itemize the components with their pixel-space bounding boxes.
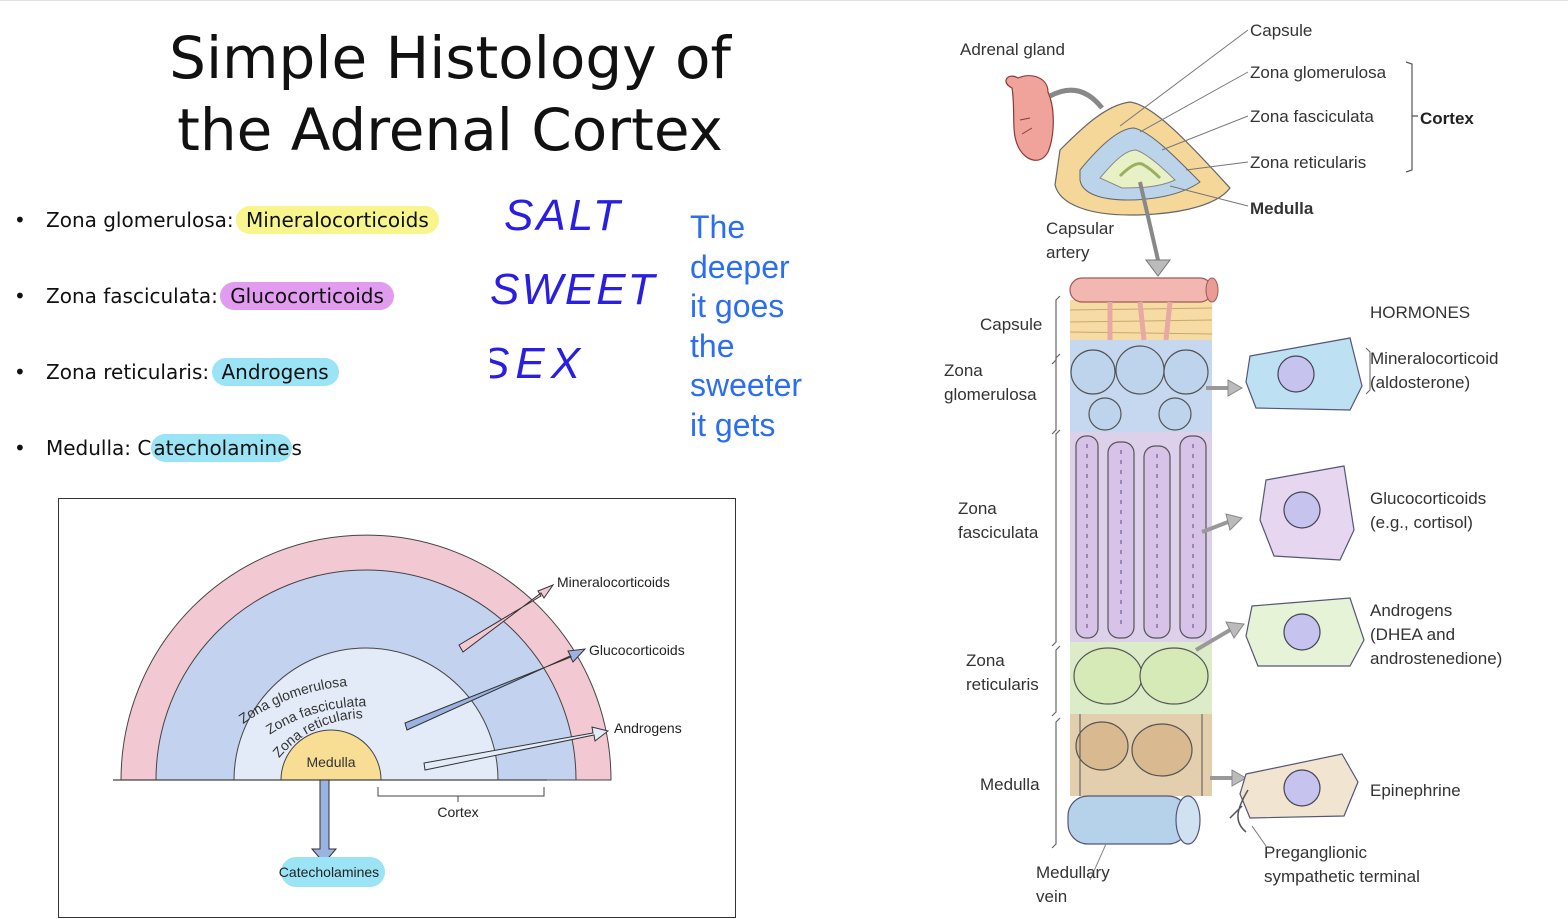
bullet-suffix: s — [291, 436, 302, 460]
label-capsule-left: Capsule — [980, 315, 1042, 334]
label-adrenal-gland: Adrenal gland — [960, 40, 1065, 59]
adrenal-zone-diagram: Zona glomerulosa Zona fasciculata Zona r… — [58, 498, 736, 918]
note-line: the — [690, 327, 735, 364]
label-zona-reticularis-top: Zona reticularis — [1250, 153, 1366, 172]
bullet-zone-label: Zona reticularis: — [46, 360, 216, 384]
bullet-hormone-highlight: Mineralocorticoids — [235, 206, 439, 234]
label-medulla-top: Medulla — [1250, 199, 1314, 218]
bullet-zone-label: Zona fasciculata: — [46, 284, 225, 308]
note-line: it gets — [690, 406, 776, 443]
arrow-androgens — [423, 726, 610, 771]
capsular-artery — [1069, 277, 1213, 303]
title-line-1: Simple Histology of — [169, 24, 731, 92]
label-epinephrine: Epinephrine — [1370, 781, 1461, 800]
label-dhea: (DHEA and — [1370, 625, 1455, 644]
arrow-glucocorticoids — [404, 648, 587, 731]
bullet-zone-label: Zona glomerulosa: — [46, 208, 240, 232]
medullary-vein — [1067, 795, 1189, 845]
label-mineralocorticoids: Mineralocorticoids — [557, 574, 670, 590]
label-androstenedione: androstenedione) — [1370, 649, 1502, 668]
label-zona-left-1: Zona — [944, 361, 983, 380]
handwritten-sweet: SWEET — [490, 265, 658, 314]
label-glomerulosa-left: glomerulosa — [944, 385, 1037, 404]
label-sympathetic-terminal: sympathetic terminal — [1264, 867, 1420, 886]
label-medulla: Medulla — [306, 754, 355, 770]
adrenal-histology-figure: Adrenal gland Capsule Zona glomerulosa Z… — [930, 10, 1560, 906]
deeper-sweeter-note: The deeper it goes the sweeter it gets — [690, 208, 802, 445]
handwritten-sex: SEX — [490, 339, 586, 388]
arrow-catecholamines — [310, 779, 338, 864]
bullet-hormone-highlight: atecholamine — [151, 434, 292, 462]
label-androgens: Androgens — [614, 720, 682, 736]
bullet-hormone-highlight: Glucocorticoids — [220, 282, 394, 310]
label-fasciculata-left: fasciculata — [958, 523, 1039, 542]
label-zona-fasciculata-top: Zona fasciculata — [1250, 107, 1374, 126]
label-capsular-artery-2: artery — [1046, 243, 1090, 262]
label-cortex: Cortex — [437, 804, 478, 820]
label-medulla-left: Medulla — [980, 775, 1040, 794]
label-medullary-vein-1: Medullary — [1036, 863, 1110, 882]
label-aldosterone: (aldosterone) — [1370, 373, 1470, 392]
bullet-zone-label: Medulla: C — [46, 436, 152, 460]
bullet-dot: • — [14, 284, 26, 308]
cortex-bracket — [377, 787, 545, 797]
label-preganglionic: Preganglionic — [1264, 843, 1368, 862]
handwritten-salt: SALT — [504, 191, 623, 240]
label-androgens-cell: Androgens — [1370, 601, 1452, 620]
slide-title: Simple Histology of the Adrenal Cortex — [150, 22, 750, 166]
gland-arrow — [1048, 87, 1104, 110]
title-line-2: the Adrenal Cortex — [177, 96, 723, 164]
label-capsular-artery-1: Capsular — [1046, 219, 1114, 238]
bullet-hormone-highlight: Androgens — [211, 358, 339, 386]
bullet-dot: • — [14, 208, 26, 232]
catecholamines-highlight — [281, 857, 385, 887]
note-line: it goes — [690, 288, 785, 324]
label-glucocorticoids: Glucocorticoids — [589, 642, 685, 658]
handwritten-salt-sweet-sex: SALT SWEET SEX — [490, 191, 658, 388]
label-zona-left-3: Zona — [966, 651, 1005, 670]
bullet-dot: • — [14, 436, 26, 460]
note-line: deeper — [690, 248, 790, 285]
detail-arrow — [1145, 259, 1171, 277]
note-line: sweeter — [690, 367, 803, 403]
label-reticularis-left: reticularis — [966, 675, 1039, 694]
label-catecholamines: Catecholamines — [279, 864, 379, 880]
label-cortex-top: Cortex — [1420, 109, 1474, 128]
bullet-dot: • — [14, 360, 26, 384]
label-zona-left-2: Zona — [958, 499, 997, 518]
label-mineralocorticoid: Mineralocorticoid — [1370, 349, 1499, 368]
zone-medulla-core — [280, 729, 382, 781]
cortex-bracket-top — [1405, 61, 1418, 173]
label-zona-glomerulosa-top: Zona glomerulosa — [1250, 63, 1387, 82]
label-cortisol: (e.g., cortisol) — [1370, 513, 1473, 532]
label-hormones-heading: HORMONES — [1370, 303, 1470, 322]
arrow-mineralocorticoids — [458, 583, 555, 653]
label-medullary-vein-2: vein — [1036, 887, 1067, 906]
page-top-edge — [0, 0, 1568, 1]
note-line: The — [690, 209, 746, 245]
label-capsule-top: Capsule — [1250, 21, 1312, 40]
label-glucocorticoids-cell: Glucocorticoids — [1370, 489, 1486, 508]
